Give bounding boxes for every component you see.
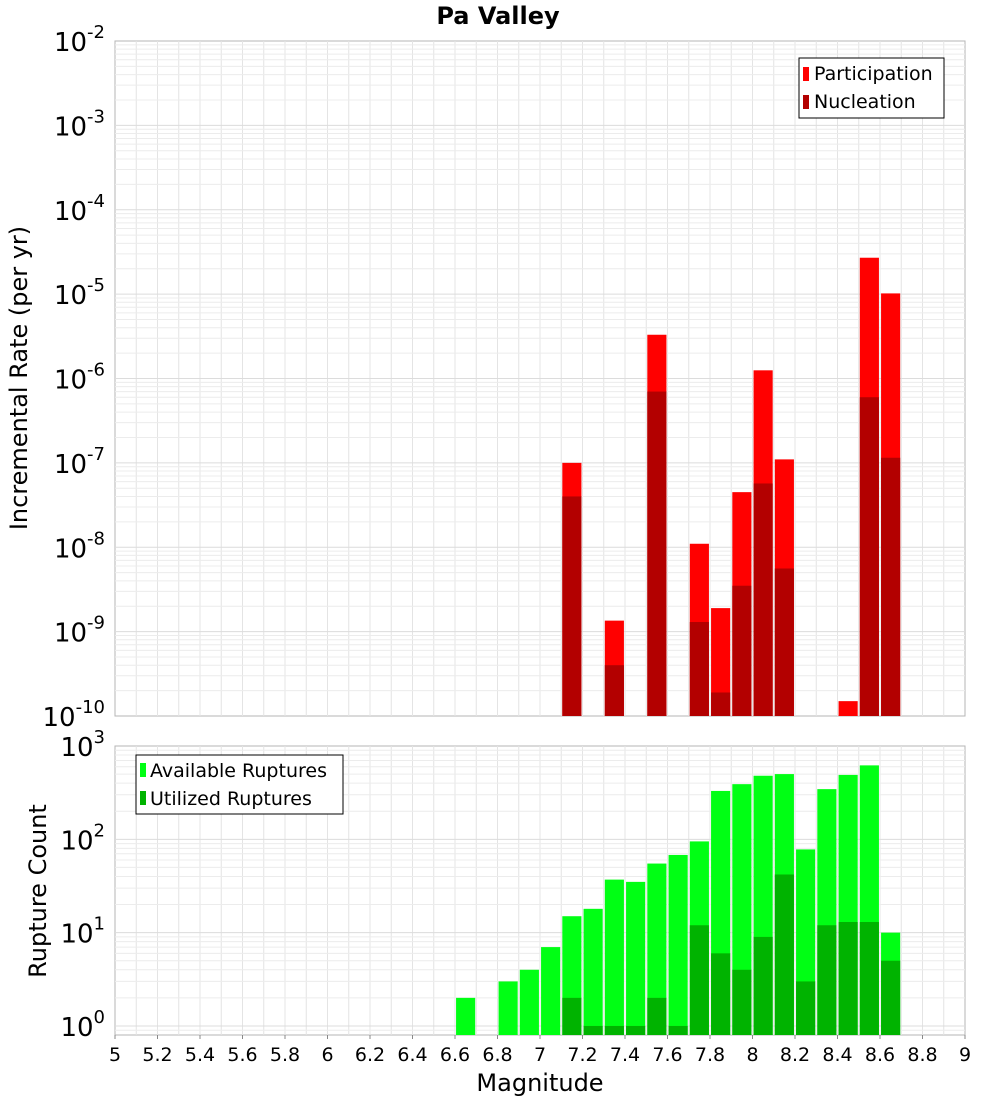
count-bar-available-ruptures	[647, 863, 667, 1035]
count-bar-utilized-ruptures	[838, 922, 858, 1035]
count-bars	[456, 765, 901, 1035]
legend-label-nucleation: Nucleation	[814, 91, 916, 113]
count-bar-utilized-ruptures	[583, 1025, 603, 1035]
rate-bar-nucleation	[647, 391, 667, 716]
x-tick-label: 6.8	[482, 1044, 512, 1066]
x-tick-label: 8.4	[822, 1044, 852, 1066]
count-bar-utilized-ruptures	[817, 925, 837, 1035]
count-bar-available-ruptures	[668, 854, 688, 1035]
x-tick-label: 7	[534, 1044, 546, 1066]
rate-y-tick-label: 10-3	[54, 106, 105, 142]
count-bar-utilized-ruptures	[626, 1025, 646, 1035]
rate-y-tick-label: 10-8	[54, 528, 105, 564]
x-tick-label: 8.8	[907, 1044, 937, 1066]
rate-y-tick-label: 10-7	[54, 444, 105, 480]
count-y-axis-label: Rupture Count	[24, 804, 52, 978]
count-bar-utilized-ruptures	[796, 981, 816, 1035]
rate-y-tick-label: 10-6	[54, 360, 105, 396]
rate-y-tick-label: 10-4	[54, 191, 105, 227]
count-bar-utilized-ruptures	[604, 1025, 624, 1035]
legend-label-available: Available Ruptures	[150, 760, 327, 782]
count-bar-utilized-ruptures	[774, 874, 794, 1035]
rate-y-tick-label: 10-5	[54, 275, 105, 311]
chart-title: Pa Valley	[436, 2, 560, 30]
count-y-tick-label: 100	[60, 1007, 105, 1043]
count-bar-utilized-ruptures	[859, 922, 879, 1035]
x-tick-label: 5.4	[185, 1044, 215, 1066]
count-bar-utilized-ruptures	[562, 997, 582, 1035]
x-tick-label: 7.8	[695, 1044, 725, 1066]
count-bar-utilized-ruptures	[668, 1025, 688, 1035]
count-y-tick-label: 102	[60, 820, 105, 856]
legend-label-utilized: Utilized Ruptures	[150, 788, 312, 810]
rate-bar-nucleation	[753, 483, 773, 716]
x-tick-label: 8	[746, 1044, 758, 1066]
count-bar-utilized-ruptures	[753, 936, 773, 1035]
count-bar-utilized-ruptures	[689, 925, 709, 1035]
rate-bar-nucleation	[859, 397, 879, 716]
rate-y-tick-label: 10-2	[54, 22, 105, 58]
count-bar-available-ruptures	[498, 981, 518, 1035]
count-bar-utilized-ruptures	[711, 953, 731, 1035]
rate-bar-participation	[838, 701, 858, 716]
rate-bar-participation	[711, 608, 731, 716]
rate-y-tick-label: 10-9	[54, 613, 105, 649]
rate-bar-nucleation	[732, 585, 752, 716]
rate-y-tick-label: 10-10	[43, 697, 106, 733]
x-tick-label: 5	[109, 1044, 121, 1066]
count-y-tick-label: 103	[60, 727, 105, 763]
count-bar-utilized-ruptures	[647, 997, 667, 1035]
x-tick-label: 5.6	[227, 1044, 257, 1066]
rate-panel: Pa Valley 10-1010-910-810-710-610-510-41…	[5, 2, 966, 733]
count-bar-utilized-ruptures	[732, 969, 752, 1035]
rate-bar-nucleation	[562, 496, 582, 716]
rate-bar-nucleation	[881, 457, 901, 716]
x-tick-label: 6.2	[355, 1044, 385, 1066]
rate-bars	[562, 257, 901, 717]
count-legend: Available Ruptures Utilized Ruptures	[135, 754, 344, 815]
rate-bar-nucleation	[774, 568, 794, 716]
count-panel: 100 101 102 103 5 5.2 5.4 5.6 5.8 6 6.2 6.4 6.6 6.8 7…	[24, 727, 971, 1097]
legend-swatch-available	[140, 763, 146, 777]
count-y-tick-label: 101	[60, 914, 105, 950]
rate-gridlines	[115, 41, 965, 716]
count-bar-available-ruptures	[519, 969, 539, 1035]
rate-legend: Participation Nucleation	[798, 57, 945, 119]
count-bar-available-ruptures	[583, 908, 603, 1035]
x-tick-label: 5.2	[142, 1044, 172, 1066]
x-tick-label: 7.2	[567, 1044, 597, 1066]
count-bar-available-ruptures	[604, 879, 624, 1035]
x-tick-label: 6	[321, 1044, 333, 1066]
x-tick-label: 6.6	[440, 1044, 470, 1066]
count-y-tick-labels: 100 101 102 103	[60, 727, 105, 1043]
legend-swatch-nucleation	[803, 95, 809, 109]
x-tick-labels: 5 5.2 5.4 5.6 5.8 6 6.2 6.4 6.6 6.8 7 7.2 7.4 7.6 7.8 8…	[109, 1035, 971, 1066]
x-tick-label: 6.4	[397, 1044, 427, 1066]
rate-y-axis-label: Incremental Rate (per yr)	[5, 226, 33, 530]
count-legend-box	[135, 754, 344, 815]
rate-bar-nucleation	[604, 665, 624, 716]
x-tick-label: 8.2	[780, 1044, 810, 1066]
legend-swatch-participation	[803, 67, 809, 81]
x-tick-label: 8.6	[865, 1044, 895, 1066]
rate-bar-nucleation	[711, 692, 731, 716]
count-bar-utilized-ruptures	[881, 960, 901, 1035]
rate-legend-box	[798, 57, 945, 119]
rate-bar-nucleation	[689, 622, 709, 716]
x-axis-label: Magnitude	[476, 1069, 603, 1097]
x-tick-label: 9	[959, 1044, 971, 1066]
legend-label-participation: Participation	[814, 63, 933, 85]
x-tick-label: 7.6	[652, 1044, 682, 1066]
count-bar-available-ruptures	[456, 997, 476, 1035]
count-bar-available-ruptures	[626, 881, 646, 1035]
legend-swatch-utilized	[140, 791, 146, 805]
x-tick-label: 5.8	[270, 1044, 300, 1066]
x-tick-label: 7.4	[610, 1044, 640, 1066]
count-bar-available-ruptures	[541, 947, 561, 1035]
rate-y-tick-labels: 10-10 10-9 10-8 10-7 10-6 10-5 10-4 10-3 10-2	[43, 22, 106, 733]
